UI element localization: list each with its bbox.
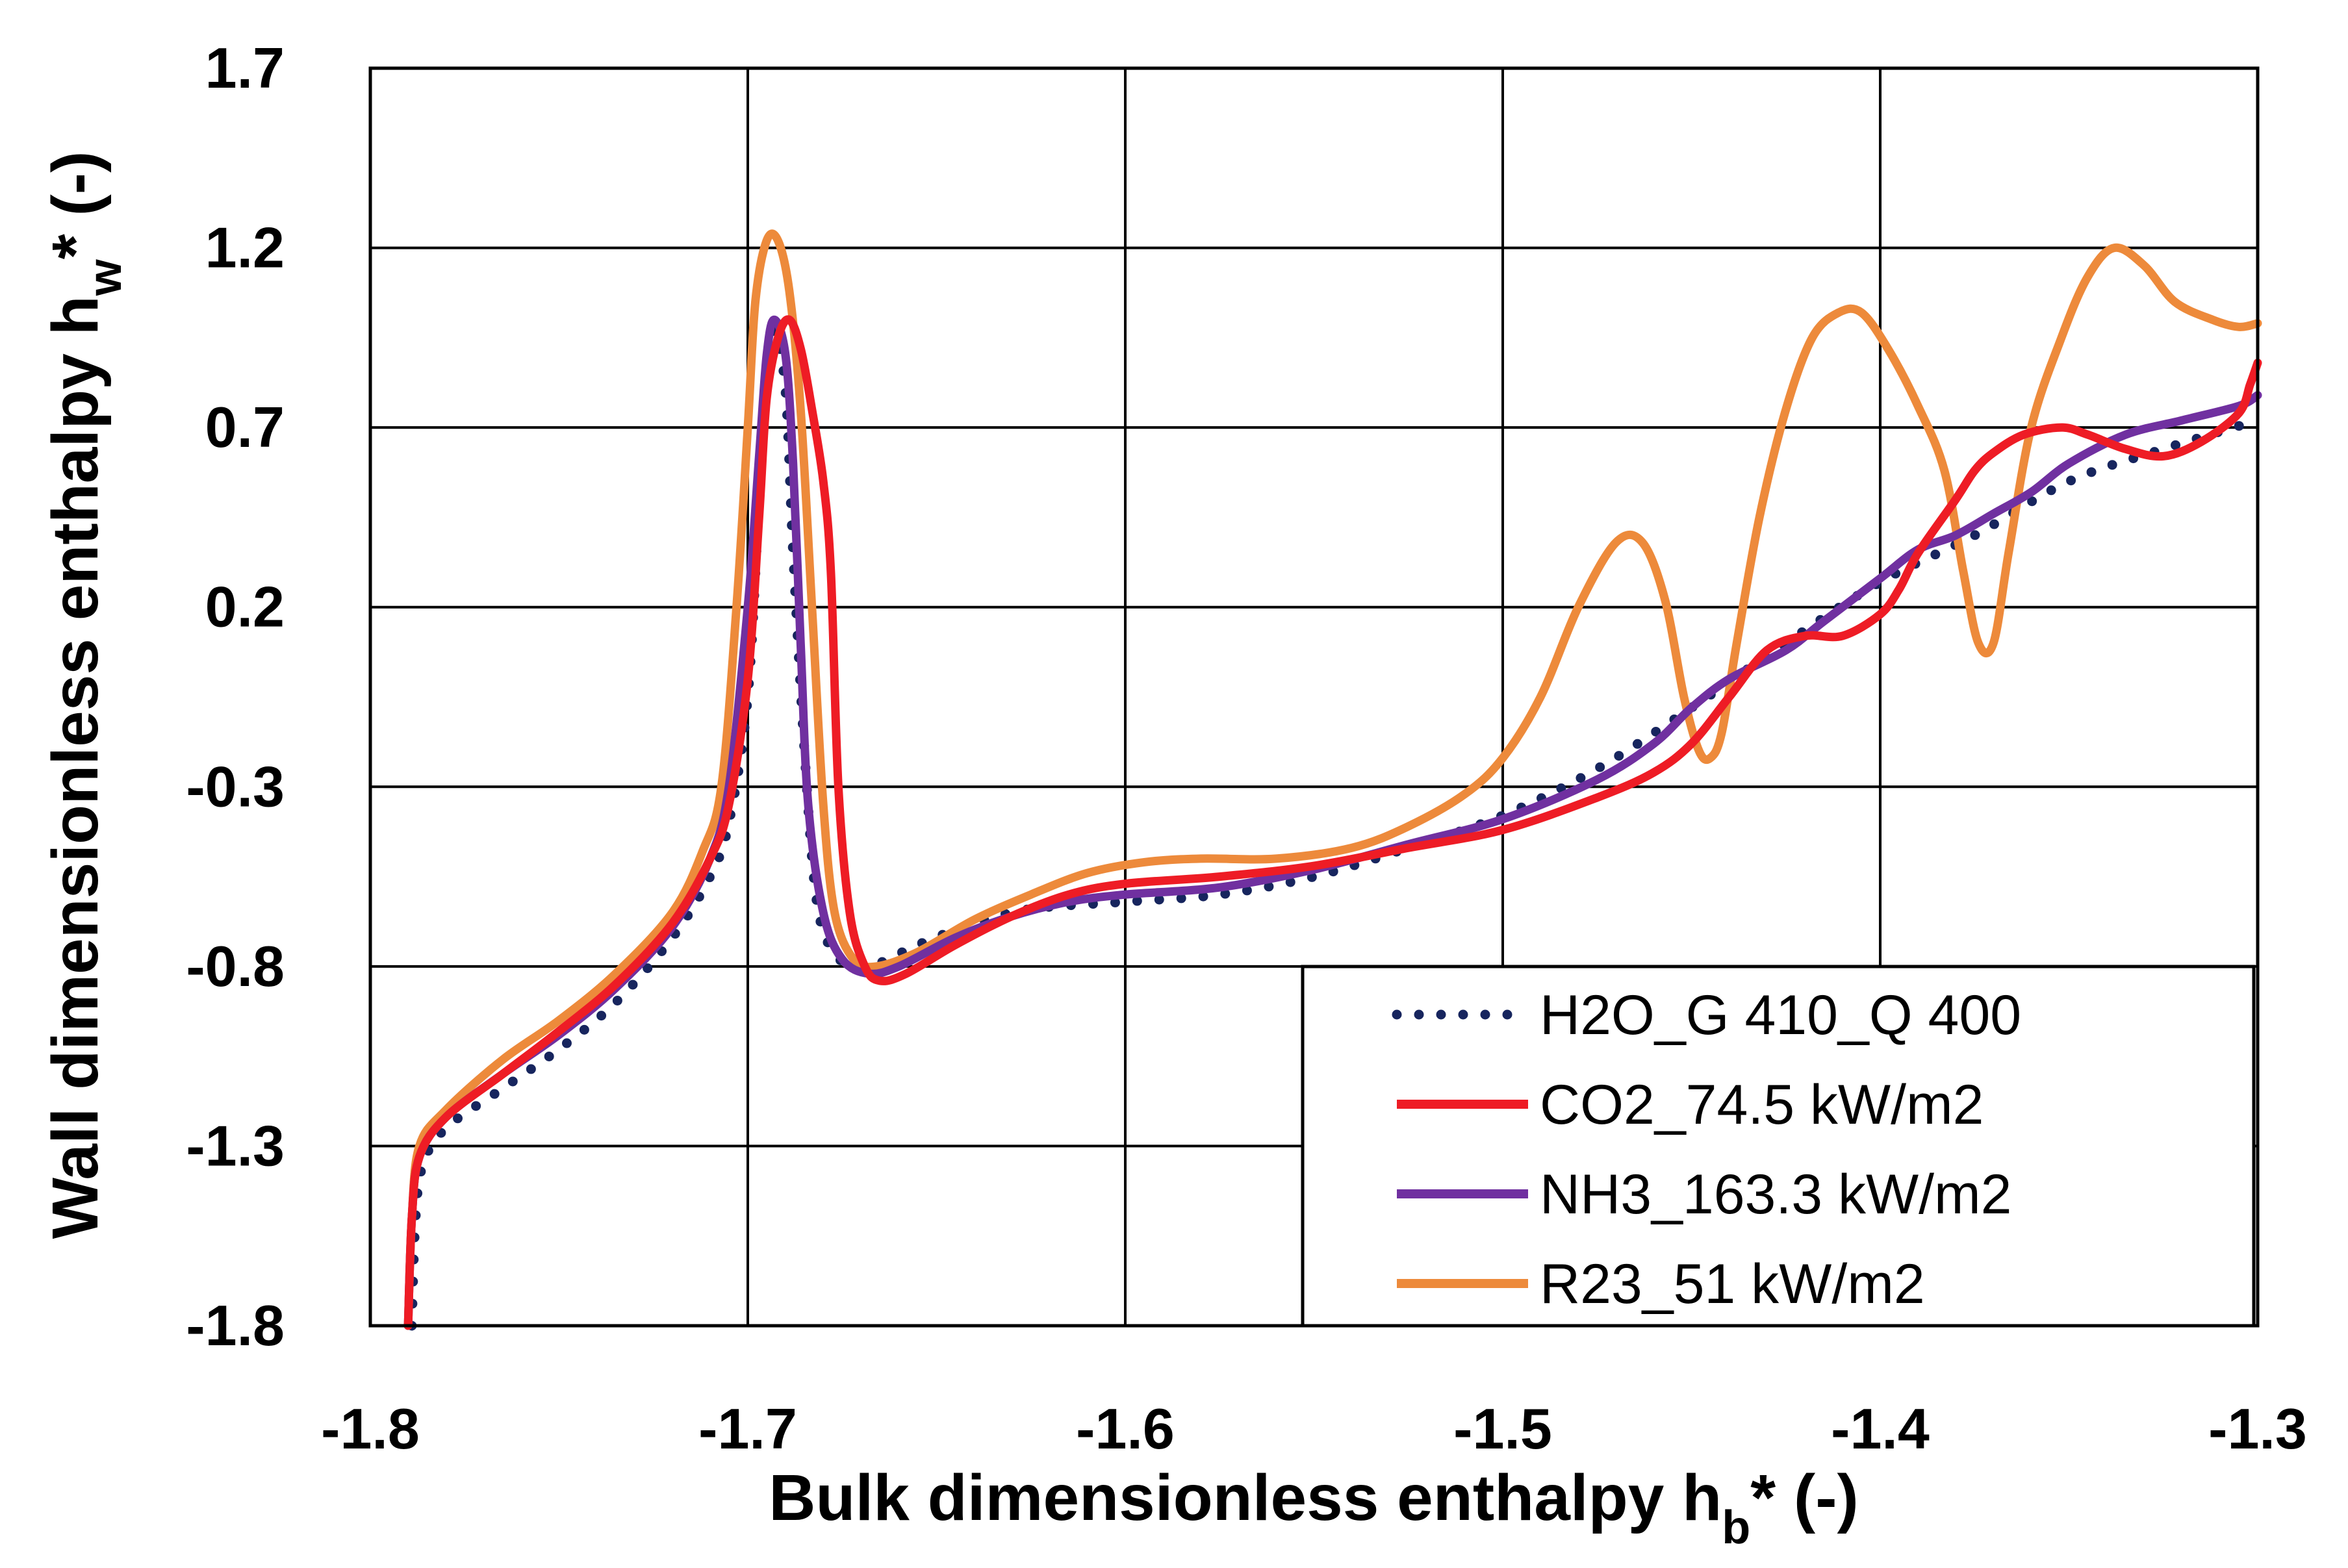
legend-box	[1301, 965, 2256, 1328]
series-line-co2	[403, 315, 2262, 1330]
legend: H2O_G 410_Q 400 CO2_74.5 kW/m2 NH3_163.3 k…	[1301, 965, 2256, 1328]
legend-label: H2O_G 410_Q 400	[1540, 984, 2021, 1046]
series-line-r23	[403, 229, 2262, 1330]
series-lines	[403, 229, 2263, 1331]
legend-label: NH3_163.3 kW/m2	[1540, 1163, 2012, 1226]
x-axis-tick-labels: -1.8 -1.7 -1.6 -1.5 -1.4 -1.3	[321, 1397, 2307, 1461]
x-tick-label: -1.3	[2208, 1397, 2307, 1461]
y-tick-label: -1.3	[186, 1113, 285, 1178]
x-tick-label: -1.7	[698, 1397, 797, 1461]
x-tick-label: -1.6	[1076, 1397, 1175, 1461]
x-axis-title: Bulk dimensionless enthalpy hb* (-)	[769, 1461, 1859, 1554]
y-tick-label: 0.2	[205, 575, 285, 639]
x-tick-label: -1.4	[1831, 1397, 1930, 1461]
y-tick-label: -0.3	[186, 754, 285, 818]
y-tick-label: -1.8	[186, 1293, 285, 1358]
legend-label: CO2_74.5 kW/m2	[1540, 1074, 1984, 1136]
y-axis-tick-labels: -1.8 -1.3 -0.8 -0.3 0.2 0.7 1.2 1.7	[186, 36, 285, 1358]
x-tick-label: -1.8	[321, 1397, 420, 1461]
x-tick-label: -1.5	[1453, 1397, 1552, 1461]
y-tick-label: 1.2	[205, 216, 285, 280]
y-tick-label: 0.7	[205, 395, 285, 459]
y-tick-label: 1.7	[205, 36, 285, 100]
y-tick-label: -0.8	[186, 934, 285, 998]
y-axis-title: Wall dimensionless enthalpy hw* (-)	[39, 151, 131, 1239]
legend-label: R23_51 kW/m2	[1540, 1253, 1925, 1315]
